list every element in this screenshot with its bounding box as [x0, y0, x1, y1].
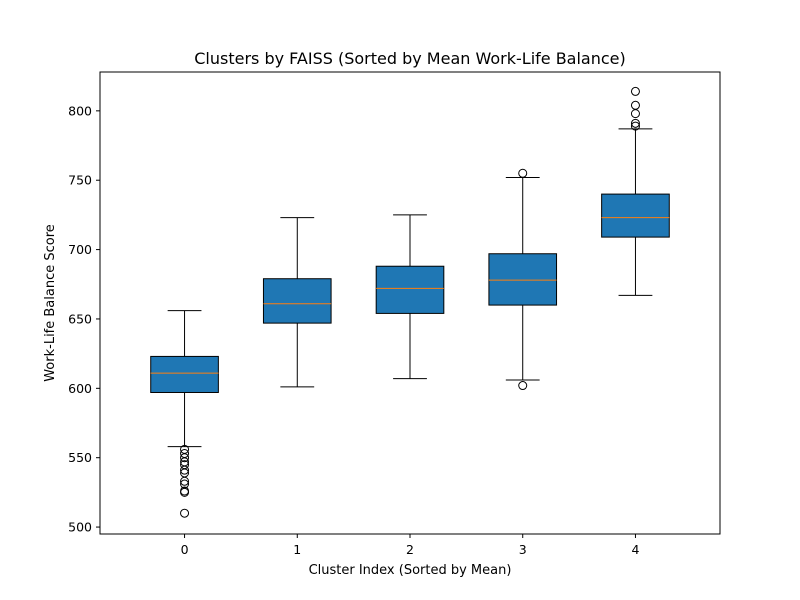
outlier-point	[518, 168, 528, 178]
y-tick-label: 650	[68, 311, 92, 326]
x-tick-label: 0	[181, 542, 189, 557]
y-tick-label: 800	[68, 103, 92, 118]
iqr-box	[150, 355, 219, 393]
chart-title: Clusters by FAISS (Sorted by Mean Work-L…	[194, 49, 626, 68]
outlier-point	[180, 465, 190, 475]
outlier-point	[630, 118, 640, 128]
outlier-point	[180, 476, 190, 486]
iqr-box	[601, 193, 670, 238]
outlier-point	[630, 86, 640, 96]
iqr-box	[375, 265, 445, 314]
outlier-point	[630, 121, 640, 131]
iqr-box	[488, 253, 558, 306]
x-axis-label: Cluster Index (Sorted by Mean)	[309, 563, 512, 578]
outlier-point	[180, 487, 190, 497]
x-tick-label: 3	[519, 542, 527, 557]
outlier-point	[180, 453, 190, 463]
iqr-box	[262, 278, 332, 324]
outlier-point	[518, 381, 528, 391]
x-tick-label: 1	[293, 542, 301, 557]
y-tick-label: 600	[68, 381, 92, 396]
y-tick-label: 500	[68, 520, 92, 535]
x-tick-label: 4	[631, 542, 639, 557]
y-tick-label: 700	[68, 242, 92, 257]
outlier-point	[630, 100, 640, 110]
plot-frame	[99, 71, 721, 535]
outlier-point	[630, 109, 640, 119]
y-tick-label: 750	[68, 173, 92, 188]
y-tick-label: 550	[68, 450, 92, 465]
outlier-point	[180, 508, 190, 518]
x-tick-label: 2	[406, 542, 414, 557]
y-axis-label: Work-Life Balance Score	[43, 224, 58, 382]
